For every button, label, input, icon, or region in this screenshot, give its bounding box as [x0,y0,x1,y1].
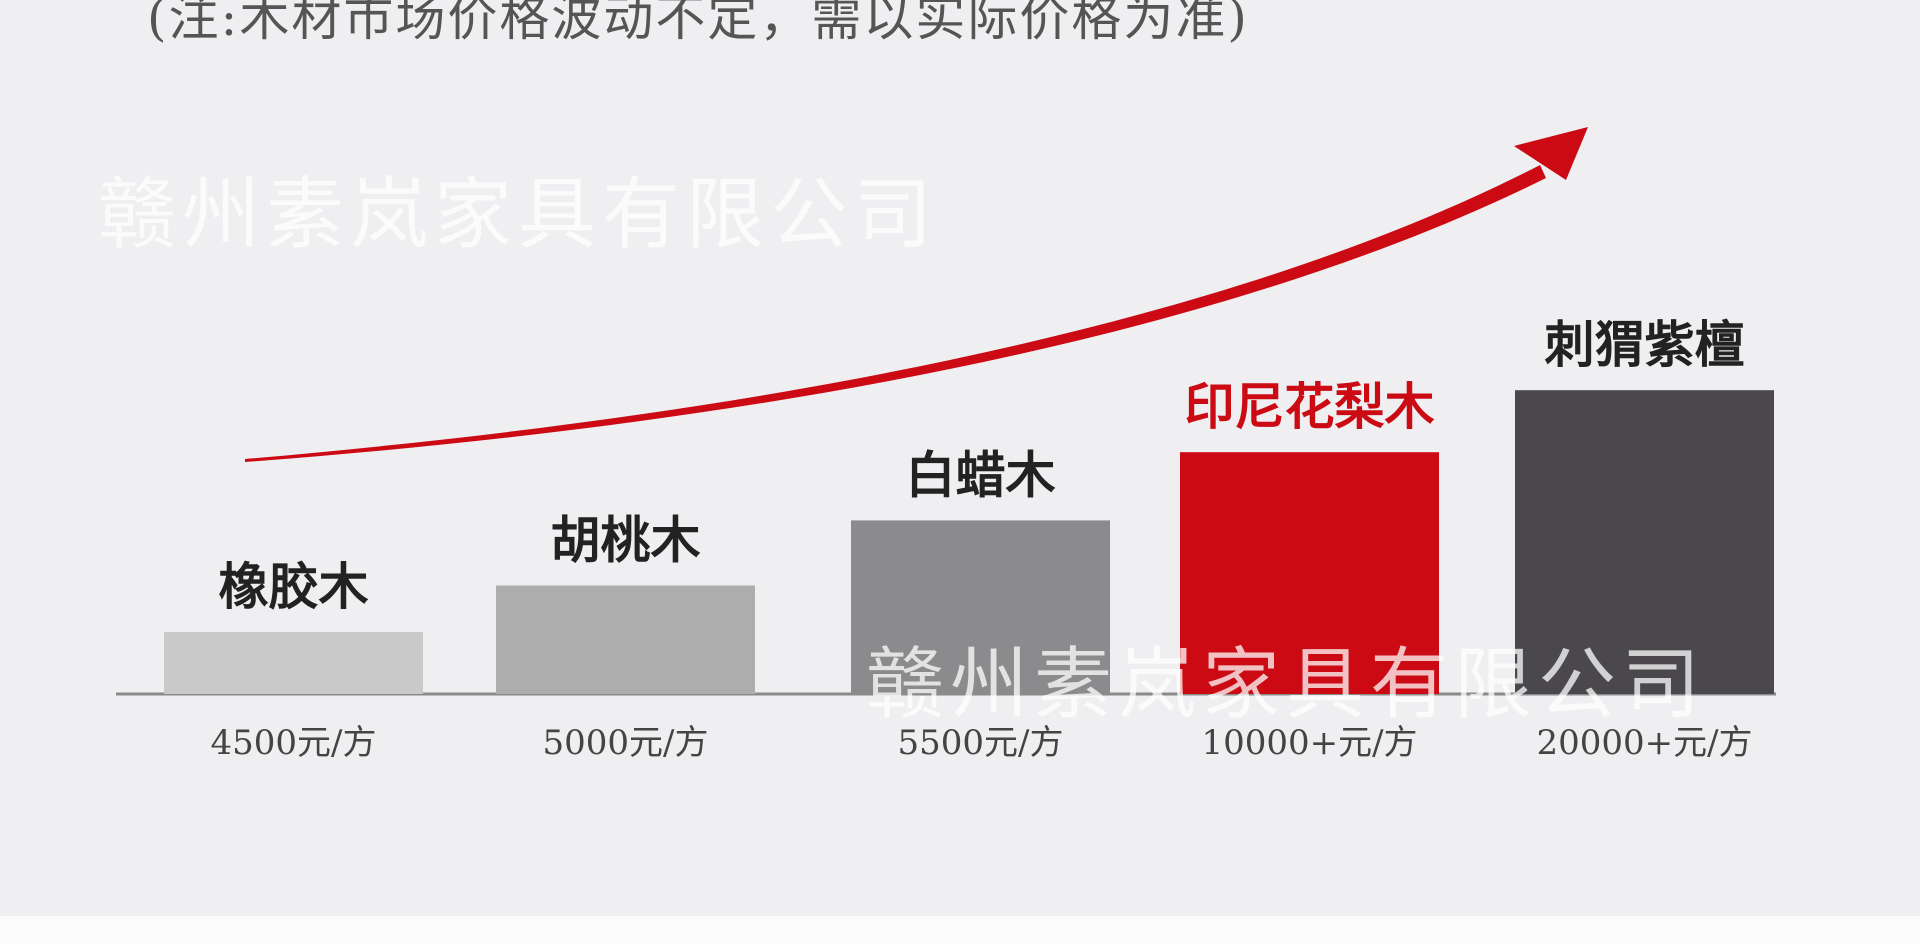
arrow-head-icon [1514,127,1588,180]
price-label: 5500元/方 [898,723,1064,763]
category-label: 印尼花梨木 [1185,377,1435,436]
price-label: 10000+元/方 [1201,723,1417,763]
category-label: 白蜡木 [906,445,1056,504]
watermark: 赣州素岚家具有限公司 [98,170,939,260]
category-label: 橡胶木 [219,557,369,616]
bar [1180,452,1439,694]
watermark: 赣州素岚家具有限公司 [866,640,1707,730]
price-label: 5000元/方 [543,723,709,763]
bar [496,585,755,694]
bar [851,520,1110,694]
price-note: (注:木材市场价格波动不定，需以实际价格为准) [147,0,1249,47]
price-label: 4500元/方 [211,723,377,763]
bottom-strip [0,916,1920,944]
bar [164,632,423,694]
bar [1515,390,1774,694]
category-label: 胡桃木 [551,511,701,570]
category-label: 刺猬紫檀 [1545,315,1745,374]
price-label: 20000+元/方 [1536,723,1752,763]
